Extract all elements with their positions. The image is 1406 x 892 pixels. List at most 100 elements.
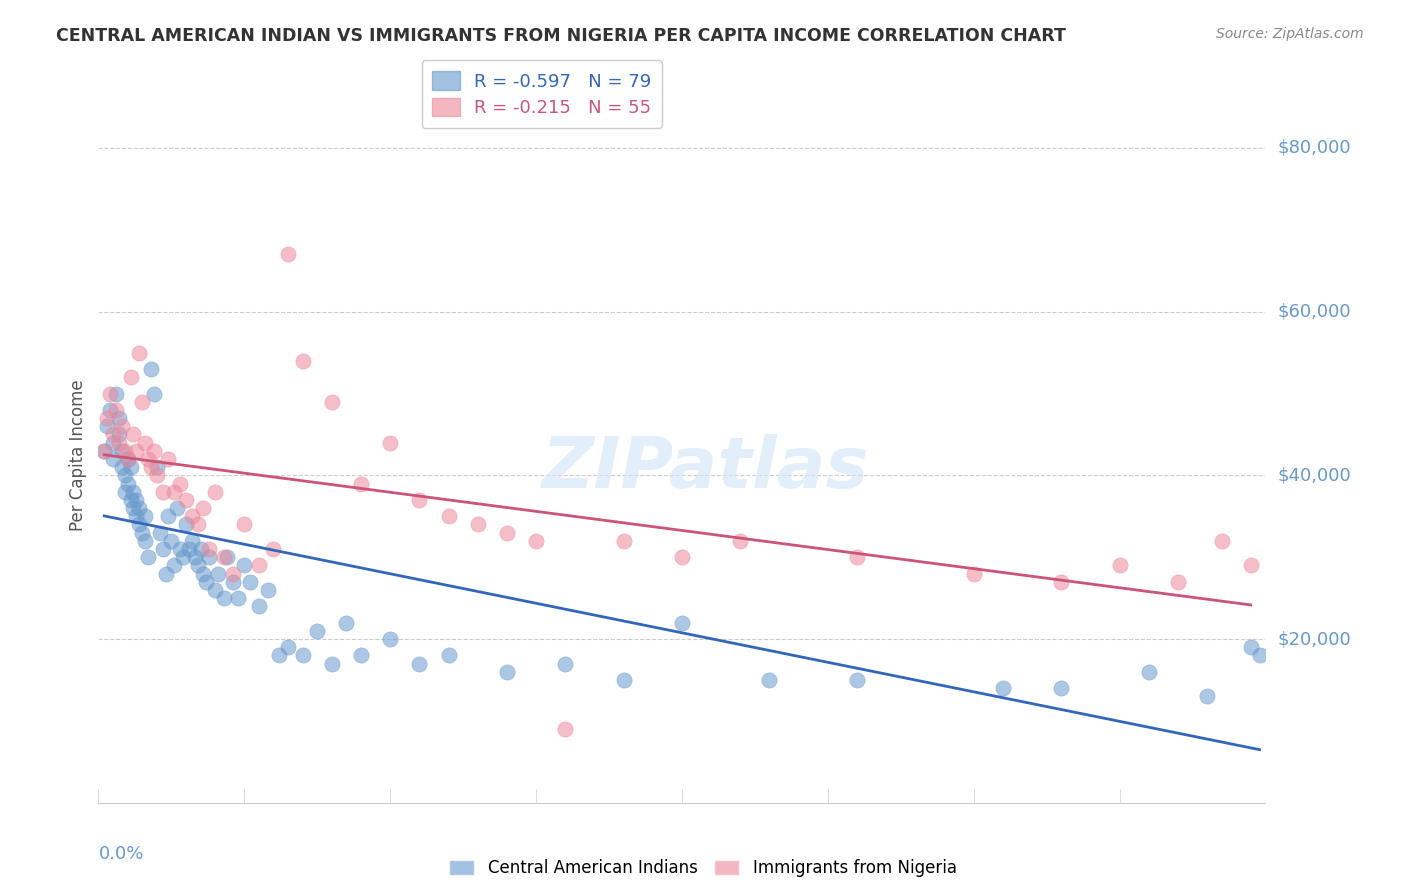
Text: Source: ZipAtlas.com: Source: ZipAtlas.com (1216, 27, 1364, 41)
Point (1195, 690, 1218, 704)
Point (190, 542, 212, 557)
Point (174, 492, 197, 507)
Point (120, 370, 142, 384)
Point (228, 591, 250, 606)
Point (256, 582, 278, 597)
Point (846, 550, 869, 565)
Point (183, 550, 205, 565)
Point (1240, 640, 1263, 655)
Point (177, 542, 200, 557)
Point (139, 362, 162, 376)
Point (157, 452, 180, 467)
Point (131, 394, 153, 409)
Point (139, 460, 162, 475)
Point (233, 517, 256, 532)
Point (1050, 574, 1073, 589)
Point (277, 247, 299, 261)
Point (163, 558, 186, 573)
Point (96, 411, 118, 425)
Point (128, 501, 150, 516)
Point (136, 452, 159, 467)
Point (758, 673, 780, 687)
Point (157, 509, 180, 524)
Point (437, 509, 460, 524)
Point (212, 550, 235, 565)
Point (98, 403, 121, 417)
Point (1137, 665, 1160, 679)
Point (152, 484, 174, 499)
Point (117, 476, 139, 491)
Point (101, 435, 124, 450)
Point (180, 509, 202, 524)
Point (215, 550, 238, 565)
Point (136, 550, 159, 565)
Text: $80,000: $80,000 (1277, 139, 1351, 157)
Point (350, 476, 373, 491)
Point (174, 517, 197, 532)
Point (134, 435, 156, 450)
Point (221, 574, 243, 589)
Point (291, 353, 314, 368)
Point (146, 468, 169, 483)
Point (962, 566, 984, 581)
Point (262, 542, 284, 557)
Point (104, 403, 127, 417)
Point (1108, 558, 1130, 573)
Point (146, 460, 169, 475)
Point (120, 492, 142, 507)
Point (134, 509, 156, 524)
Point (247, 558, 270, 573)
Point (291, 648, 314, 663)
Legend: Central American Indians, Immigrants from Nigeria: Central American Indians, Immigrants fro… (443, 853, 963, 884)
Point (93, 443, 115, 458)
Point (111, 443, 134, 458)
Point (612, 533, 634, 548)
Point (437, 648, 460, 663)
Point (380, 435, 402, 450)
Point (93, 443, 115, 458)
Point (114, 484, 136, 499)
Point (122, 484, 145, 499)
Point (142, 443, 165, 458)
Point (496, 525, 519, 540)
Text: $40,000: $40,000 (1277, 467, 1351, 484)
Point (212, 591, 235, 606)
Point (187, 558, 209, 573)
Point (496, 665, 519, 679)
Point (142, 386, 165, 401)
Text: ZIPatlas: ZIPatlas (541, 434, 869, 503)
Point (101, 427, 124, 442)
Point (846, 673, 869, 687)
Point (1249, 648, 1271, 663)
Point (204, 582, 226, 597)
Point (193, 501, 215, 516)
Point (163, 484, 186, 499)
Point (125, 509, 148, 524)
Point (193, 566, 215, 581)
Point (160, 533, 183, 548)
Point (122, 427, 145, 442)
Point (108, 435, 131, 450)
Point (108, 427, 131, 442)
Point (169, 476, 191, 491)
Point (101, 452, 124, 467)
Point (277, 640, 299, 655)
Point (239, 574, 262, 589)
Point (117, 452, 139, 467)
Point (221, 566, 243, 581)
Point (131, 525, 153, 540)
Point (111, 460, 134, 475)
Point (134, 533, 156, 548)
Point (207, 566, 229, 581)
Point (195, 574, 218, 589)
Point (554, 722, 576, 736)
Point (321, 394, 343, 409)
Text: CENTRAL AMERICAN INDIAN VS IMMIGRANTS FROM NIGERIA PER CAPITA INCOME CORRELATION: CENTRAL AMERICAN INDIAN VS IMMIGRANTS FR… (56, 27, 1066, 45)
Point (671, 550, 693, 565)
Point (111, 419, 134, 434)
Point (321, 657, 343, 671)
Point (187, 517, 209, 532)
Point (198, 550, 221, 565)
Point (117, 452, 139, 467)
Point (1240, 558, 1263, 573)
